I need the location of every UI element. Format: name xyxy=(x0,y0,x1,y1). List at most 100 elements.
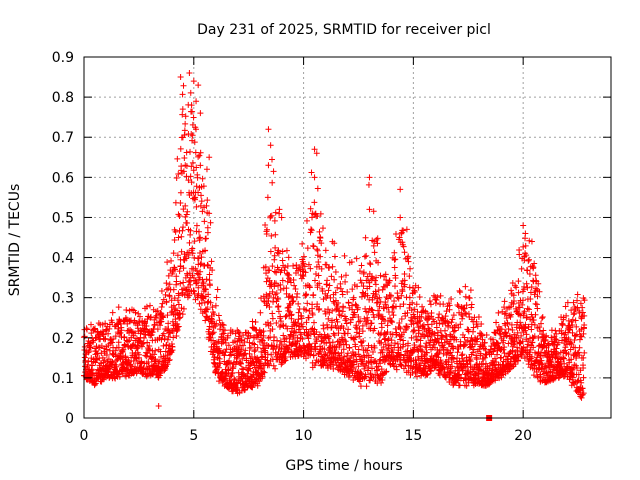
data-point xyxy=(175,292,182,299)
data-point xyxy=(409,299,416,306)
data-point xyxy=(181,127,188,134)
data-point xyxy=(132,309,139,316)
data-point xyxy=(510,301,517,308)
data-point xyxy=(165,333,172,340)
data-point xyxy=(272,231,279,238)
data-point xyxy=(155,360,162,367)
data-point xyxy=(488,351,495,358)
data-point xyxy=(210,329,217,336)
data-point xyxy=(359,328,366,335)
data-point xyxy=(166,281,173,288)
data-point xyxy=(473,338,480,345)
data-point xyxy=(189,250,196,257)
data-point xyxy=(310,319,317,326)
data-point xyxy=(101,357,108,364)
data-point xyxy=(193,164,200,171)
data-point xyxy=(230,388,237,395)
data-point xyxy=(259,373,266,380)
data-point xyxy=(560,355,567,362)
data-point xyxy=(462,309,469,316)
data-point xyxy=(451,327,458,334)
data-point xyxy=(183,149,190,156)
data-point xyxy=(568,307,575,314)
data-point xyxy=(295,352,302,359)
data-point xyxy=(194,174,201,181)
data-point xyxy=(373,291,380,298)
data-point xyxy=(385,345,392,352)
data-point xyxy=(458,352,465,359)
data-point xyxy=(121,334,128,341)
data-point xyxy=(187,148,194,155)
data-point xyxy=(300,253,307,260)
data-point xyxy=(110,335,117,342)
data-point xyxy=(132,363,139,370)
data-point xyxy=(474,335,481,342)
data-point xyxy=(346,344,353,351)
data-point xyxy=(321,351,328,358)
data-point xyxy=(149,329,156,336)
x-tick-label: 10 xyxy=(295,428,313,444)
data-point xyxy=(531,321,538,328)
data-point xyxy=(278,341,285,348)
data-point xyxy=(337,340,344,347)
data-point xyxy=(101,336,108,343)
data-point xyxy=(112,347,119,354)
data-point xyxy=(437,357,444,364)
data-point xyxy=(295,300,302,307)
data-point xyxy=(537,371,544,378)
data-point xyxy=(264,226,271,233)
data-point xyxy=(267,213,274,220)
data-point xyxy=(532,272,539,279)
data-point xyxy=(330,365,337,372)
data-point xyxy=(519,338,526,345)
data-point xyxy=(204,261,211,268)
data-point xyxy=(279,322,286,329)
data-point xyxy=(359,322,366,329)
data-point xyxy=(154,326,161,333)
data-point xyxy=(578,394,585,401)
data-point xyxy=(216,355,223,362)
data-point xyxy=(216,326,223,333)
data-point xyxy=(495,340,502,347)
data-point xyxy=(392,230,399,237)
data-point xyxy=(192,126,199,133)
data-point xyxy=(417,317,424,324)
data-point xyxy=(238,336,245,343)
data-point xyxy=(414,373,421,380)
data-point xyxy=(384,329,391,336)
data-point xyxy=(449,316,456,323)
data-point xyxy=(564,363,571,370)
data-point xyxy=(570,299,577,306)
data-point xyxy=(378,366,385,373)
data-point xyxy=(271,252,278,259)
data-point xyxy=(328,324,335,331)
data-point xyxy=(249,384,256,391)
data-point xyxy=(504,319,511,326)
data-point xyxy=(193,280,200,287)
data-point xyxy=(354,283,361,290)
data-point xyxy=(160,330,167,337)
data-point xyxy=(264,194,271,201)
data-point xyxy=(277,286,284,293)
data-point xyxy=(468,301,475,308)
data-point xyxy=(172,228,179,235)
data-point xyxy=(203,166,210,173)
data-point xyxy=(367,377,374,384)
data-point xyxy=(466,295,473,302)
data-point xyxy=(122,353,129,360)
data-point xyxy=(523,331,530,338)
data-point xyxy=(331,253,338,260)
data-point xyxy=(284,262,291,269)
data-point xyxy=(182,202,189,209)
data-point xyxy=(473,318,480,325)
data-point xyxy=(105,330,112,337)
x-tick-label: 0 xyxy=(80,428,89,444)
data-point xyxy=(414,308,421,315)
data-point xyxy=(376,303,383,310)
data-point xyxy=(445,320,452,327)
data-point xyxy=(196,152,203,159)
data-point xyxy=(318,240,325,247)
data-point xyxy=(287,302,294,309)
data-point xyxy=(329,339,336,346)
data-point xyxy=(391,249,398,256)
